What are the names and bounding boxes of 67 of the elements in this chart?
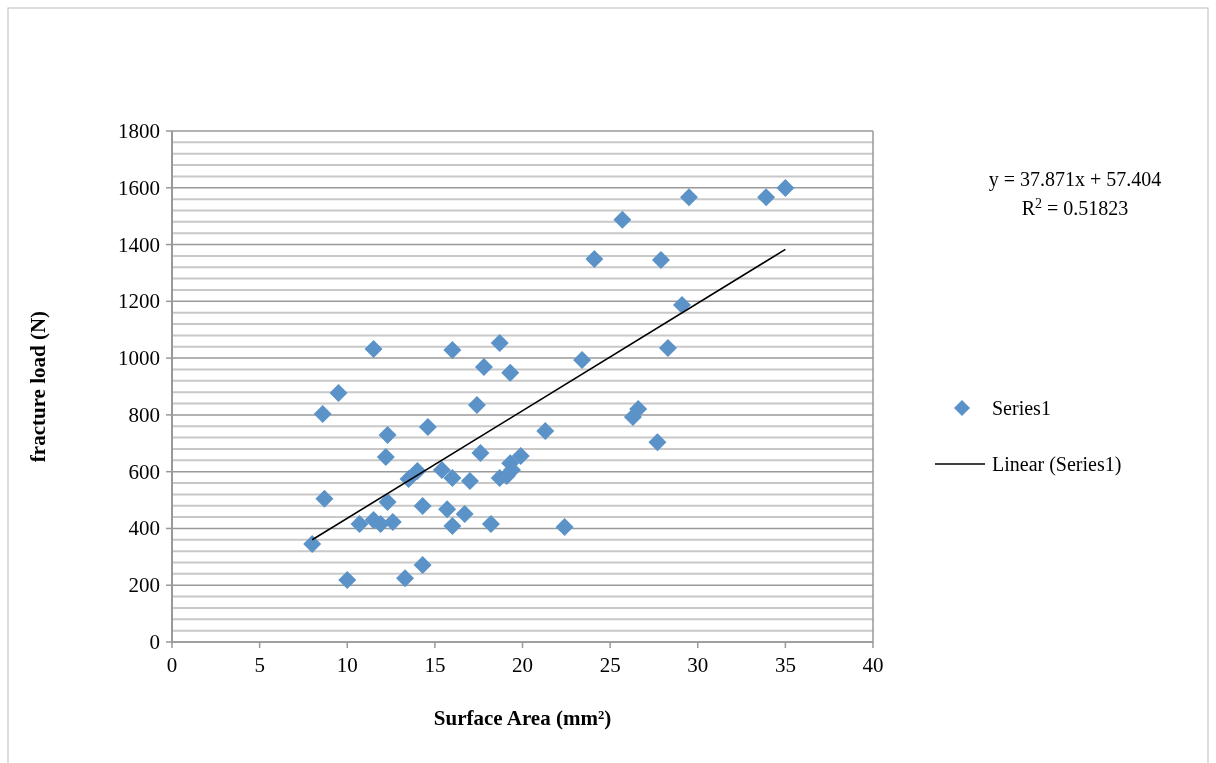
point [555, 518, 574, 537]
y-tick-label: 1600 [118, 175, 160, 200]
point [573, 351, 592, 370]
point [303, 535, 322, 554]
point [438, 500, 457, 519]
y-tick-label: 400 [128, 516, 160, 541]
y-tick-label: 1200 [118, 289, 160, 314]
point [501, 363, 520, 382]
point [443, 468, 462, 487]
point [460, 472, 479, 491]
point [471, 443, 490, 462]
point [350, 514, 369, 533]
point [378, 493, 397, 512]
text: R$^{2}$ = 0.51823 [1021, 195, 1129, 219]
x-axis-title: Surface Area (mm²) [433, 706, 612, 730]
point [443, 340, 462, 359]
y-tick-label: 800 [128, 402, 160, 427]
y-tick-label: 1400 [118, 232, 160, 257]
point [383, 512, 402, 531]
point [396, 569, 415, 588]
point [376, 447, 395, 466]
point [338, 571, 357, 590]
point [329, 384, 348, 403]
legend-label: Series1 [992, 397, 1051, 419]
point [313, 405, 332, 424]
x-tick-label: 10 [336, 653, 358, 677]
point [629, 399, 648, 418]
point [481, 514, 500, 533]
point [648, 433, 667, 452]
legend-label: Linear (Series1) [992, 453, 1122, 476]
point [672, 296, 691, 315]
x-tick-label: 15 [424, 653, 446, 677]
x-tick-label: 25 [599, 653, 621, 677]
point [651, 250, 670, 269]
point [536, 422, 555, 441]
y-axis-title: fracture load (N) [26, 310, 50, 463]
x-tick-label: 5 [254, 653, 265, 677]
point [658, 338, 677, 357]
point [364, 340, 383, 359]
y-tick-label: 600 [128, 459, 160, 484]
point [413, 556, 432, 575]
point [776, 179, 795, 198]
x-tick-label: 20 [512, 653, 533, 677]
point [613, 210, 632, 229]
point [315, 489, 334, 508]
point [455, 504, 474, 523]
point [413, 497, 432, 516]
y-tick-label: 1000 [118, 346, 160, 371]
point [585, 250, 604, 269]
point [432, 460, 451, 479]
x-tick-label: 35 [774, 653, 796, 677]
point [443, 516, 462, 535]
point [378, 426, 397, 445]
point [490, 334, 509, 353]
x-tick-label: 40 [862, 653, 884, 677]
point [757, 188, 776, 207]
x-tick-label: 30 [687, 653, 709, 677]
text: y = 37.871x + 57.404 [988, 168, 1162, 191]
point [511, 447, 530, 466]
point [679, 188, 698, 207]
point [418, 418, 437, 437]
y-tick-label: 0 [149, 630, 160, 654]
y-tick-label: 1800 [118, 119, 160, 143]
x-tick-label: 0 [166, 653, 178, 677]
point [474, 357, 493, 376]
point [467, 395, 486, 414]
y-tick-label: 200 [128, 573, 160, 598]
